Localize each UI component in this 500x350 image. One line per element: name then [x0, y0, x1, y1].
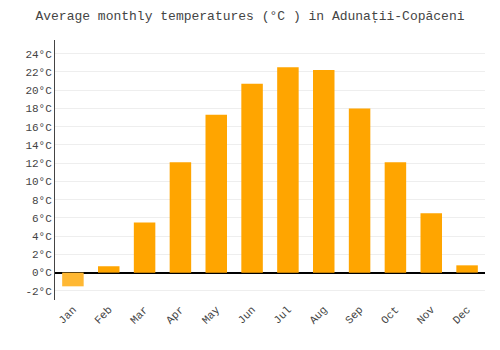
svg-text:Apr: Apr: [164, 304, 186, 326]
svg-text:20°C: 20°C: [25, 85, 52, 97]
svg-text:Feb: Feb: [92, 304, 114, 326]
svg-text:Aug: Aug: [307, 304, 329, 326]
svg-text:24°C: 24°C: [25, 49, 52, 61]
svg-text:12°C: 12°C: [25, 158, 52, 170]
svg-text:18°C: 18°C: [25, 103, 52, 115]
svg-text:8°C: 8°C: [32, 195, 52, 207]
svg-text:4°C: 4°C: [32, 231, 52, 243]
svg-text:Nov: Nov: [415, 304, 438, 327]
svg-text:10°C: 10°C: [25, 176, 52, 188]
svg-text:-2°C: -2°C: [25, 286, 52, 298]
svg-text:Jan: Jan: [56, 304, 78, 326]
svg-text:Jun: Jun: [236, 304, 258, 326]
svg-text:Oct: Oct: [379, 304, 401, 326]
svg-text:Mar: Mar: [128, 304, 150, 326]
svg-text:14°C: 14°C: [25, 140, 52, 152]
svg-text:Dec: Dec: [451, 304, 473, 326]
svg-text:2°C: 2°C: [32, 249, 52, 261]
svg-text:Average monthly temperatures (: Average monthly temperatures (°C ) in Ad…: [35, 9, 464, 24]
svg-text:16°C: 16°C: [25, 122, 52, 134]
svg-text:Jul: Jul: [271, 304, 293, 326]
svg-text:6°C: 6°C: [32, 213, 52, 225]
svg-text:22°C: 22°C: [25, 67, 52, 79]
svg-text:May: May: [200, 304, 223, 327]
svg-text:Sep: Sep: [343, 304, 365, 326]
svg-text:0°C: 0°C: [32, 267, 52, 279]
